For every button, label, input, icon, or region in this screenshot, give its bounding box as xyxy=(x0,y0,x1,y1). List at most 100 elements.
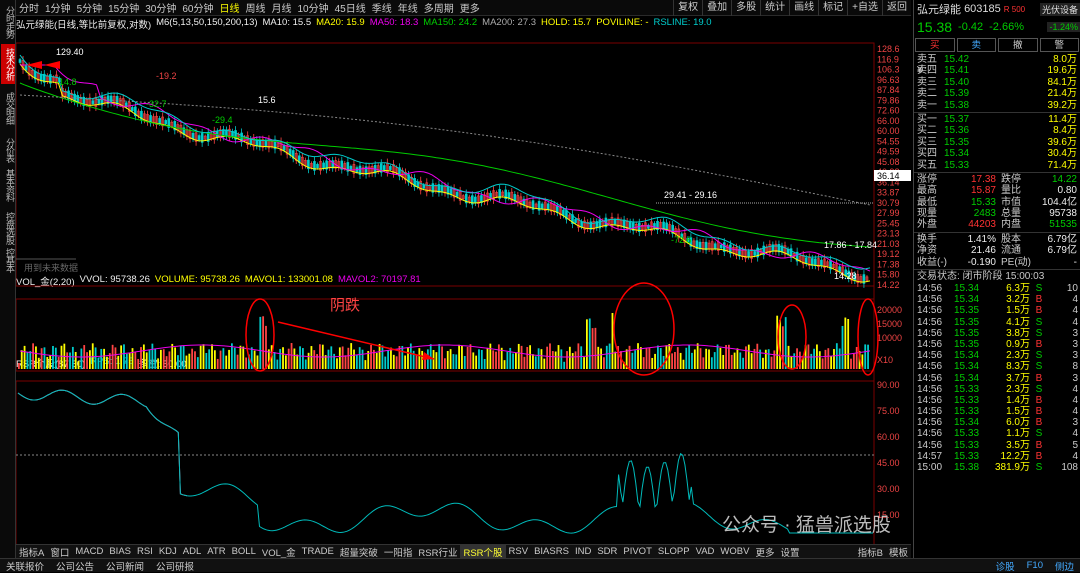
trade-button[interactable]: 警 xyxy=(1039,38,1079,52)
indicator-tab[interactable]: 更多 xyxy=(755,547,775,559)
indicator-tab[interactable]: ADL xyxy=(182,546,202,557)
candle-body xyxy=(495,192,498,197)
kline-chart[interactable]: 128.6116.9106.396.6387.8479.8672.6066.00… xyxy=(16,30,911,570)
status-link[interactable]: 关联报价 xyxy=(6,561,45,573)
period-tab[interactable]: 年线 xyxy=(397,4,418,15)
indicator-tab[interactable]: 超量突破 xyxy=(339,547,378,559)
divider xyxy=(914,231,1080,233)
trade-button[interactable]: 卖 xyxy=(956,38,996,52)
indicator-tab[interactable]: IND xyxy=(574,546,592,557)
period-tab[interactable]: 季线 xyxy=(371,4,392,15)
sidebar-tab[interactable]: 分价表 xyxy=(5,138,15,162)
tick-volume: 12.2万 xyxy=(1000,450,1030,462)
volume-bar xyxy=(52,345,54,369)
period-tab[interactable]: 日线 xyxy=(219,4,240,15)
top-action-button[interactable]: 统计 xyxy=(760,0,789,16)
status-right-link[interactable]: 诊股 xyxy=(995,561,1015,573)
indicator-tab[interactable]: BIAS xyxy=(109,546,131,557)
r500-badge: R 500 xyxy=(1003,4,1026,14)
indicator-tab[interactable]: 窗口 xyxy=(50,547,70,559)
indicator-tab[interactable]: SDR xyxy=(597,546,618,557)
status-right-link[interactable]: F10 xyxy=(1026,560,1043,571)
indicator-tab[interactable]: SLOPP xyxy=(657,546,690,557)
status-link[interactable]: 公司新闻 xyxy=(106,561,145,573)
volume-bar xyxy=(384,356,387,369)
indicator-tab[interactable]: RSR行业 xyxy=(418,547,458,559)
candle-body xyxy=(140,110,143,120)
status-right-link[interactable]: 侧边 xyxy=(1054,561,1074,573)
period-tab[interactable]: 多周期 xyxy=(423,4,454,15)
period-tab[interactable]: 30分钟 xyxy=(145,4,177,15)
indicator-tab[interactable]: BOLL xyxy=(231,546,256,557)
indicator-tab[interactable]: BIASRS xyxy=(534,546,569,557)
period-tab[interactable]: 5分钟 xyxy=(76,4,103,15)
volume-bar xyxy=(361,349,364,369)
period-tab[interactable]: 1分钟 xyxy=(45,4,71,15)
volume-bar xyxy=(722,354,725,369)
sidebar-tab[interactable]: 技术分析 xyxy=(1,44,15,84)
top-action-button[interactable]: 叠加 xyxy=(702,0,731,16)
indicator-tab[interactable]: TRADE xyxy=(301,546,334,557)
volume-bar xyxy=(404,355,407,369)
indicator-tab[interactable]: VOL_金 xyxy=(261,547,296,559)
indicator-right-tab[interactable]: 指标B xyxy=(857,547,883,559)
candle-body xyxy=(704,241,708,251)
top-action-button[interactable]: 标记 xyxy=(818,0,847,16)
indicator-tab[interactable]: 一阳指 xyxy=(383,547,413,559)
sidebar-tab[interactable]: 分时走势 xyxy=(5,6,15,38)
stat-key: 内盘 xyxy=(1001,219,1021,231)
indicator-tab[interactable]: RSV xyxy=(508,546,529,557)
indicator-right-tab[interactable]: 模板 xyxy=(888,547,908,559)
volume-bar xyxy=(781,326,784,369)
order-row: 买一 15.37 11.4万 xyxy=(914,114,1080,125)
tick-row: 14:56 15.34 6.0万 B 3 xyxy=(914,417,1080,428)
indicator-tab[interactable]: KDJ xyxy=(158,546,177,557)
tick-side: B xyxy=(1035,394,1043,406)
volume-bar xyxy=(725,345,727,369)
indicator-tab[interactable]: WOBV xyxy=(720,546,750,557)
top-action-button[interactable]: 返回 xyxy=(882,0,911,16)
tick-count: 4 xyxy=(1072,383,1078,395)
status-link[interactable]: 公司公告 xyxy=(56,561,95,573)
candle-body xyxy=(346,162,350,172)
indicator-tab[interactable]: RSR个股 xyxy=(460,544,506,559)
tick-volume: 3.5万 xyxy=(1006,439,1030,451)
indicator-tab[interactable]: 设置 xyxy=(780,547,800,559)
volume-bar xyxy=(716,344,719,369)
stat-key: 股本 xyxy=(1001,233,1021,245)
indicator-tab[interactable]: 指标A xyxy=(19,547,45,559)
top-action-button[interactable]: 画线 xyxy=(789,0,818,16)
period-tab[interactable]: 更多 xyxy=(459,4,480,15)
trade-button[interactable]: 买 xyxy=(915,38,955,52)
indicator-tab[interactable]: MACD xyxy=(75,546,104,557)
top-action-button[interactable]: 多股 xyxy=(731,0,760,16)
sector-tag[interactable]: 光伏设备 xyxy=(1039,2,1080,16)
indicator-tab[interactable]: PIVOT xyxy=(623,546,652,557)
period-tab[interactable]: 45日线 xyxy=(334,4,366,15)
indicator-tab[interactable]: ATR xyxy=(207,546,226,557)
top-action-button[interactable]: 复权 xyxy=(673,0,702,16)
period-tab[interactable]: 周线 xyxy=(245,4,266,15)
sidebar-tab[interactable]: 控基本 xyxy=(5,248,15,272)
indicator-tab[interactable]: RSI xyxy=(137,546,153,557)
candle-body xyxy=(847,270,851,279)
sidebar-tab[interactable]: 基本资料 xyxy=(5,169,15,201)
period-tab[interactable]: 15分钟 xyxy=(108,4,140,15)
sidebar-tab[interactable]: 控盘选股 xyxy=(5,212,15,244)
volume-bar xyxy=(54,347,57,369)
trade-button[interactable]: 撤 xyxy=(998,38,1038,52)
top-action-button[interactable]: +自选 xyxy=(847,0,882,16)
period-tab[interactable]: 月线 xyxy=(271,4,292,15)
tick-list[interactable]: 14:56 15.34 6.3万 S 10 14:56 15.34 3.2万 B 4 14:56 15… xyxy=(914,283,1080,473)
volume-bar xyxy=(208,349,211,369)
period-tab[interactable]: 60分钟 xyxy=(182,4,214,15)
volume-bar xyxy=(213,350,216,369)
period-tab[interactable]: 10分钟 xyxy=(297,4,329,15)
indicator-tab[interactable]: VAD xyxy=(695,546,715,557)
candle-body xyxy=(710,241,714,251)
sidebar-tab[interactable]: 成交明细 xyxy=(5,92,15,124)
stats-row: 最高 15.87 量比 0.80 xyxy=(914,185,1080,196)
status-link[interactable]: 公司研报 xyxy=(156,561,195,573)
volume-bar xyxy=(523,356,526,369)
period-tab[interactable]: 分时 xyxy=(19,4,39,15)
